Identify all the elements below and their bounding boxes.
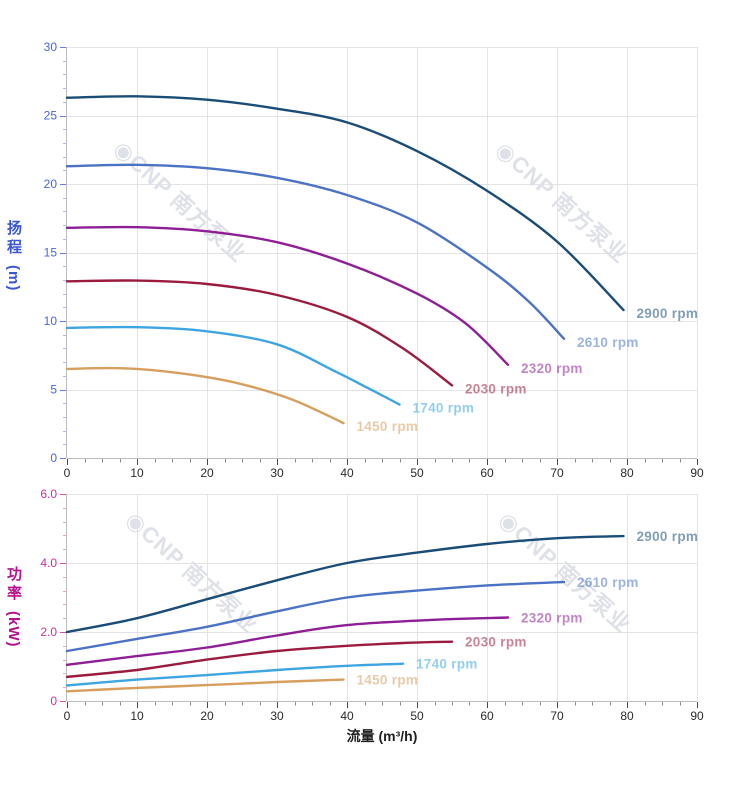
x-tick-label: 50 bbox=[410, 466, 424, 480]
y-tick-label: 30 bbox=[44, 40, 58, 54]
power-axis-unit: (kW) bbox=[5, 611, 22, 648]
power-axis-title-text: 功率 bbox=[5, 566, 22, 604]
curve-label-2900-rpm: 2900 rpm bbox=[637, 529, 699, 544]
curve-1450-rpm bbox=[65, 678, 345, 693]
power-axis-title: 功率 (kW) bbox=[5, 566, 22, 648]
x-tick-label: 30 bbox=[270, 466, 284, 480]
y-tick-label: 4.0 bbox=[40, 556, 57, 570]
curve-label-2610-rpm: 2610 rpm bbox=[577, 335, 639, 350]
head-axes bbox=[66, 47, 697, 459]
y-tick-label: 0 bbox=[50, 451, 57, 465]
curve-2900-rpm bbox=[65, 534, 625, 634]
flow-axis-title: 流量 (m³/h) bbox=[346, 728, 418, 744]
x-tick-label: 20 bbox=[200, 466, 214, 480]
y-tick-label: 25 bbox=[44, 109, 58, 123]
power-y-ticks bbox=[60, 493, 66, 703]
head-axis-title-text: 扬程 bbox=[5, 220, 22, 258]
y-tick-label: 15 bbox=[44, 246, 58, 260]
x-tick-label: 30 bbox=[270, 709, 284, 723]
curve-1450-rpm bbox=[65, 366, 345, 425]
curve-label-2610-rpm: 2610 rpm bbox=[577, 575, 639, 590]
x-tick-label: 10 bbox=[130, 466, 144, 480]
cnp-watermark: ◉CNP 南方泵业 bbox=[109, 136, 251, 267]
cnp-watermark: ◉CNP 南方泵业 bbox=[491, 137, 633, 268]
x-tick-label: 60 bbox=[480, 709, 494, 723]
curve-2320-rpm bbox=[65, 616, 510, 666]
y-tick-label: 10 bbox=[44, 314, 58, 328]
x-tick-label: 90 bbox=[690, 709, 704, 723]
power-axes bbox=[66, 494, 697, 702]
curve-2320-rpm bbox=[65, 225, 510, 366]
x-tick-label: 60 bbox=[480, 466, 494, 480]
y-tick-label: 0 bbox=[50, 694, 57, 708]
curve-2610-rpm bbox=[65, 163, 566, 340]
x-tick-label: 80 bbox=[620, 709, 634, 723]
curve-label-2030-rpm: 2030 rpm bbox=[465, 381, 527, 396]
y-tick-label: 6.0 bbox=[40, 487, 57, 501]
curve-2030-rpm bbox=[65, 640, 454, 679]
x-tick-label: 40 bbox=[340, 466, 354, 480]
x-tick-label: 0 bbox=[64, 709, 71, 723]
curve-label-2900-rpm: 2900 rpm bbox=[637, 306, 699, 321]
curve-1740-rpm bbox=[65, 325, 401, 406]
curve-label-1740-rpm: 1740 rpm bbox=[413, 401, 475, 416]
curve-label-2320-rpm: 2320 rpm bbox=[521, 361, 583, 376]
x-tick-label: 10 bbox=[130, 709, 144, 723]
x-tick-label: 50 bbox=[410, 709, 424, 723]
curve-label-1740-rpm: 1740 rpm bbox=[416, 657, 478, 672]
x-tick-label: 20 bbox=[200, 709, 214, 723]
x-tick-label: 90 bbox=[690, 466, 704, 480]
curve-1740-rpm bbox=[65, 662, 405, 687]
head-grid bbox=[67, 47, 698, 458]
y-tick-label: 5 bbox=[50, 383, 57, 397]
curve-label-1450-rpm: 1450 rpm bbox=[357, 673, 419, 688]
curve-2030-rpm bbox=[65, 279, 454, 387]
power-x-ticks bbox=[66, 702, 699, 708]
y-tick-label: 2.0 bbox=[40, 625, 57, 639]
curve-2900-rpm bbox=[65, 95, 625, 312]
head-axis-unit: (m) bbox=[5, 265, 22, 292]
x-tick-label: 80 bbox=[620, 466, 634, 480]
x-tick-label: 0 bbox=[64, 466, 71, 480]
curve-label-1450-rpm: 1450 rpm bbox=[357, 419, 419, 434]
y-tick-label: 20 bbox=[44, 177, 58, 191]
curve-label-2030-rpm: 2030 rpm bbox=[465, 635, 527, 650]
head-axis-title: 扬程 (m) bbox=[5, 220, 22, 292]
head-chart-area: ◉CNP 南方泵业 ◉CNP 南方泵业 0 10 20 30 40 50 60 70 80 90 0 5 1… bbox=[44, 40, 704, 480]
head-y-ticks bbox=[60, 46, 66, 460]
x-tick-label: 40 bbox=[340, 709, 354, 723]
head-x-ticks bbox=[66, 459, 699, 465]
x-tick-label: 70 bbox=[550, 466, 564, 480]
curve-label-2320-rpm: 2320 rpm bbox=[521, 611, 583, 626]
x-tick-label: 70 bbox=[550, 709, 564, 723]
curve-2610-rpm bbox=[65, 580, 566, 653]
